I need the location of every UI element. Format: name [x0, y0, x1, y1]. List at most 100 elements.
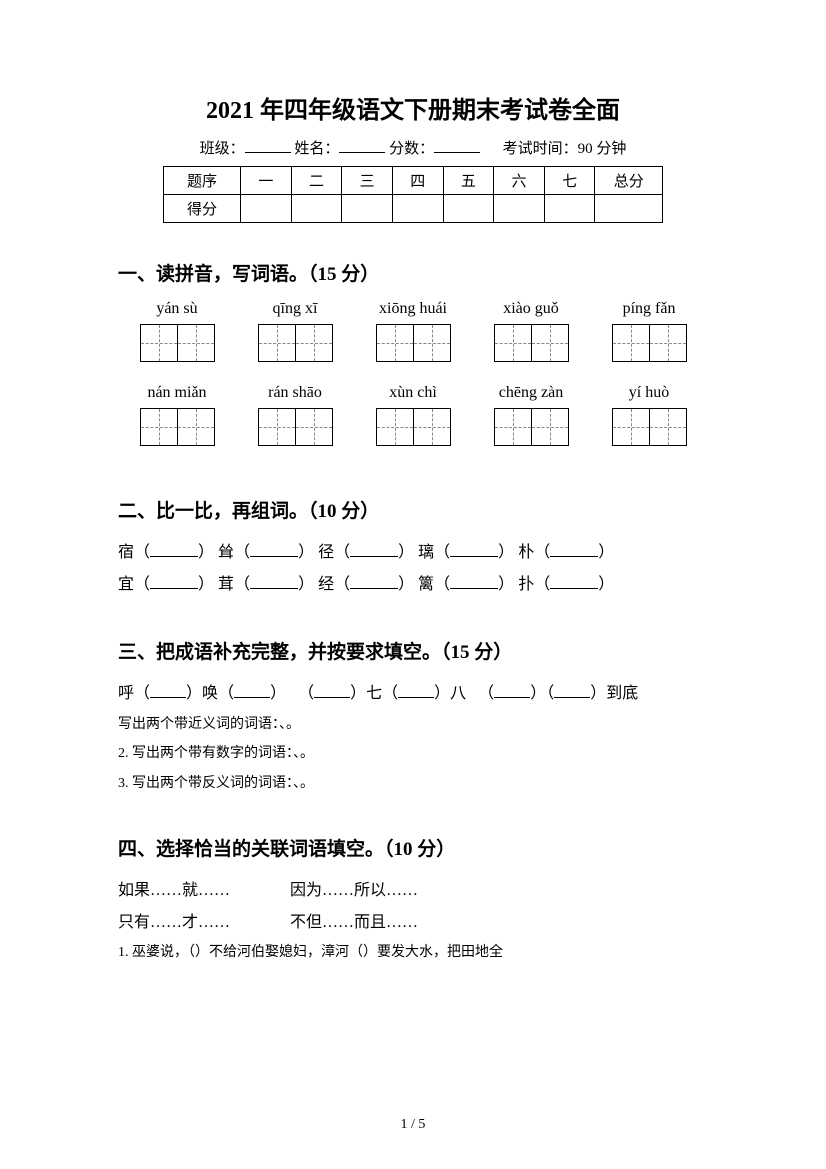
- score-table: 题序 一 二 三 四 五 六 七 总分 得分: [163, 166, 663, 223]
- blank[interactable]: [350, 545, 398, 557]
- end: 。: [300, 746, 314, 761]
- s3-prompt: 2. 写出两个带有数字的词语：: [118, 746, 293, 761]
- col-header: 一: [241, 167, 292, 195]
- page-footer: 1 / 5: [0, 1117, 826, 1133]
- end: 。: [300, 776, 314, 791]
- pinyin-label: qīng xī: [236, 300, 354, 318]
- idiom-char: 八: [450, 685, 466, 702]
- s4-conj-row2: 只有……才…… 不但……而且……: [118, 907, 708, 939]
- blank[interactable]: [234, 686, 270, 698]
- section-4-heading: 四、选择恰当的关联词语填空。（10 分）: [118, 834, 708, 861]
- score-cell[interactable]: [544, 195, 595, 223]
- idiom-char: 唤: [202, 685, 218, 702]
- page-title: 2021 年四年级语文下册期末考试卷全面: [118, 90, 708, 125]
- conj-b: 因为……所以……: [290, 882, 418, 899]
- s3-line-b: 2. 写出两个带有数字的词语：、。: [118, 739, 708, 768]
- blank[interactable]: [150, 686, 186, 698]
- score-cell[interactable]: [443, 195, 494, 223]
- col-header: 四: [392, 167, 443, 195]
- sep: 、: [279, 717, 286, 732]
- col-header: 六: [494, 167, 545, 195]
- s4-q1: 1. 巫婆说，（）不给河伯娶媳妇，漳河（）要发大水，把田地全: [118, 939, 708, 967]
- s4-conj-row1: 如果……就…… 因为……所以……: [118, 875, 708, 907]
- col-header: 七: [544, 167, 595, 195]
- s2-char: 耸: [218, 544, 234, 561]
- blank[interactable]: [150, 577, 198, 589]
- blank[interactable]: [250, 545, 298, 557]
- s2-char: 茸: [218, 576, 234, 593]
- conj-a: 如果……就……: [118, 882, 230, 899]
- section-1-heading: 一、读拼音，写词语。（15 分）: [118, 259, 708, 286]
- time-label: 考试时间：90 分钟: [503, 141, 627, 157]
- q1-post: ）要发大水，把田地全: [363, 945, 503, 960]
- meta-line: 班级： 姓名： 分数： 考试时间：90 分钟: [118, 137, 708, 158]
- pinyin-label: píng fǎn: [590, 300, 708, 318]
- end: 。: [286, 717, 300, 732]
- blank[interactable]: [350, 577, 398, 589]
- pinyin-row-1: yán sù qīng xī xiōng huái xiào guǒ píng …: [118, 300, 708, 362]
- idiom-char: 七: [366, 685, 382, 702]
- name-blank[interactable]: [339, 139, 385, 153]
- col-total: 总分: [595, 167, 663, 195]
- section-3-heading: 三、把成语补充完整，并按要求填空。（15 分）: [118, 637, 708, 664]
- class-blank[interactable]: [245, 139, 291, 153]
- blank[interactable]: [554, 686, 590, 698]
- score-cell[interactable]: [595, 195, 663, 223]
- blank[interactable]: [450, 545, 498, 557]
- table-row: 题序 一 二 三 四 五 六 七 总分: [164, 167, 663, 195]
- s2-char: 经: [318, 576, 334, 593]
- s3-prompt: 3. 写出两个带反义词的词语：: [118, 776, 293, 791]
- pinyin-label: nán miǎn: [118, 384, 236, 402]
- blank[interactable]: [398, 686, 434, 698]
- col-header: 五: [443, 167, 494, 195]
- s3-prompt: 写出两个带近义词的词语：: [118, 717, 279, 732]
- s2-char: 径: [318, 544, 334, 561]
- tian-box[interactable]: [140, 408, 215, 446]
- blank[interactable]: [314, 686, 350, 698]
- conj-d: 不但……而且……: [290, 914, 418, 931]
- table-row: 得分: [164, 195, 663, 223]
- section-2-heading: 二、比一比，再组词。（10 分）: [118, 496, 708, 523]
- col-header: 二: [291, 167, 342, 195]
- conj-c: 只有……才……: [118, 914, 230, 931]
- class-label: 班级：: [200, 141, 245, 157]
- blank[interactable]: [494, 686, 530, 698]
- name-label: 姓名：: [294, 141, 339, 157]
- tian-box[interactable]: [494, 324, 569, 362]
- tian-box[interactable]: [140, 324, 215, 362]
- tian-box[interactable]: [612, 408, 687, 446]
- s2-char: 宿: [118, 544, 134, 561]
- tian-box[interactable]: [258, 408, 333, 446]
- s3-line-a: 写出两个带近义词的词语：、。: [118, 710, 708, 739]
- blank[interactable]: [550, 545, 598, 557]
- score-cell[interactable]: [494, 195, 545, 223]
- blank[interactable]: [150, 545, 198, 557]
- score-cell[interactable]: [241, 195, 292, 223]
- blank[interactable]: [450, 577, 498, 589]
- tian-box[interactable]: [376, 324, 451, 362]
- score-label: 分数：: [389, 141, 434, 157]
- score-blank[interactable]: [434, 139, 480, 153]
- tian-box[interactable]: [258, 324, 333, 362]
- pinyin-label: rán shāo: [236, 384, 354, 402]
- pinyin-label: chēng zàn: [472, 384, 590, 402]
- tian-box[interactable]: [376, 408, 451, 446]
- q1-mid: ）不给河伯娶媳妇，漳河（: [195, 945, 363, 960]
- s2-char: 扑: [518, 576, 534, 593]
- s2-char: 篱: [418, 576, 434, 593]
- s2-line1: 宿（） 耸（） 径（） 璃（） 朴（）: [118, 537, 708, 569]
- pinyin-row-2: nán miǎn rán shāo xùn chì chēng zàn yí h…: [118, 384, 708, 446]
- idiom-char: 呼: [118, 685, 134, 702]
- blank[interactable]: [550, 577, 598, 589]
- pinyin-label: yí huò: [590, 384, 708, 402]
- tian-box[interactable]: [612, 324, 687, 362]
- score-cell[interactable]: [342, 195, 393, 223]
- score-cell[interactable]: [392, 195, 443, 223]
- score-cell[interactable]: [291, 195, 342, 223]
- pinyin-label: yán sù: [118, 300, 236, 318]
- pinyin-label: xiōng huái: [354, 300, 472, 318]
- tian-box[interactable]: [494, 408, 569, 446]
- score-row-label: 得分: [164, 195, 241, 223]
- blank[interactable]: [250, 577, 298, 589]
- row-label: 题序: [164, 167, 241, 195]
